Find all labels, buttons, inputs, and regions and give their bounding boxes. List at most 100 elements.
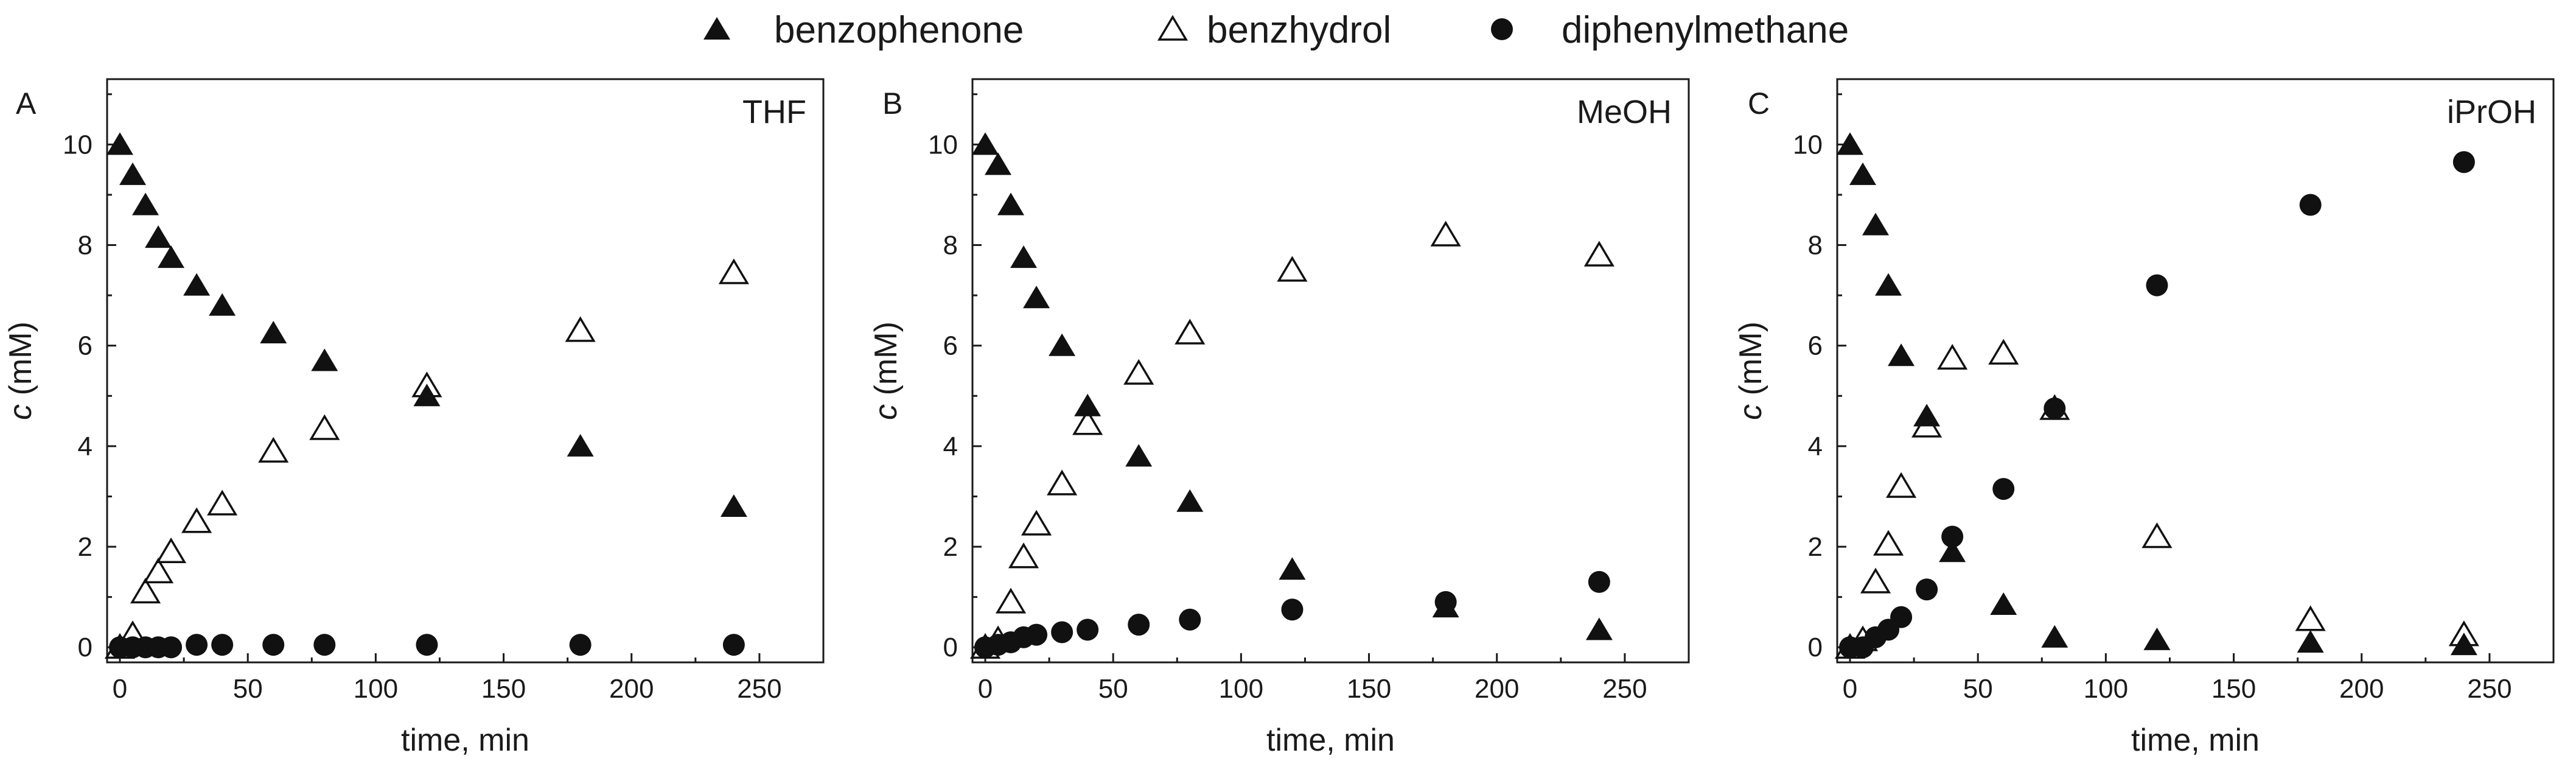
x-tick-label: 200 (1475, 674, 1519, 704)
data-point-benzophenone (158, 245, 185, 268)
data-point-benzophenone (2041, 625, 2068, 648)
y-axis-variable: c (868, 404, 904, 420)
data-point-diphenylmethane (1434, 591, 1457, 613)
x-tick-label: 100 (354, 674, 398, 704)
plot-frame (106, 78, 825, 664)
x-tick-label: 200 (609, 674, 654, 704)
data-point-benzhydrol (2141, 522, 2173, 549)
data-point-benzhydrol (1123, 359, 1154, 385)
data-point-benzophenone (1990, 592, 2017, 615)
data-point-benzophenone (260, 321, 287, 344)
series-benzophenone (106, 132, 747, 517)
data-point-diphenylmethane (160, 636, 183, 659)
data-point-benzhydrol (1021, 510, 1052, 536)
y-tick-label: 8 (943, 231, 958, 261)
data-point-benzhydrol (2295, 605, 2326, 631)
legend-item-benzhydrol: benzhydrol (1157, 9, 1391, 51)
data-point-benzhydrol (1277, 256, 1308, 282)
data-point-diphenylmethane (211, 634, 234, 656)
y-axis-unit: (mM) (3, 321, 38, 404)
data-point-benzophenone (1279, 557, 1306, 580)
y-tick-label: 10 (928, 130, 958, 160)
data-point-diphenylmethane (1128, 614, 1150, 636)
y-axis-variable: c (1733, 404, 1768, 420)
y-tick-label: 2 (1808, 532, 1823, 562)
data-point-diphenylmethane (1179, 608, 1201, 631)
x-axis-label: time, min (401, 723, 529, 758)
y-axis-unit: (mM) (1733, 321, 1768, 404)
y-tick-label: 0 (943, 633, 958, 662)
x-tick-label: 150 (481, 674, 526, 704)
x-tick-label: 100 (1219, 674, 1263, 704)
data-point-benzhydrol (1937, 343, 1968, 370)
data-point-diphenylmethane (1890, 606, 1913, 628)
data-point-benzophenone (1049, 333, 1076, 356)
data-point-benzhydrol (1583, 240, 1614, 267)
series-benzophenone (1837, 132, 2477, 656)
data-point-benzophenone (119, 162, 147, 185)
x-tick-label: 100 (2084, 674, 2128, 704)
data-point-benzophenone (2450, 633, 2477, 656)
data-point-diphenylmethane (2146, 274, 2168, 296)
data-point-diphenylmethane (1588, 570, 1610, 593)
x-tick-label: 150 (2211, 674, 2256, 704)
x-tick-label: 50 (1098, 674, 1128, 704)
data-point-benzophenone (1888, 343, 1915, 366)
y-tick-label: 6 (78, 331, 92, 361)
data-point-benzophenone (1010, 245, 1038, 268)
data-point-benzhydrol (718, 258, 749, 284)
data-point-benzophenone (997, 192, 1025, 216)
x-tick-label: 50 (1963, 674, 1993, 704)
data-point-benzophenone (972, 132, 999, 155)
x-tick-label: 150 (1347, 674, 1391, 704)
data-point-diphenylmethane (262, 634, 285, 656)
x-tick-label: 50 (233, 674, 263, 704)
data-point-benzophenone (145, 225, 172, 248)
data-point-diphenylmethane (2299, 194, 2322, 216)
plot-frame (971, 78, 1690, 664)
series-benzhydrol (104, 258, 749, 659)
data-point-benzhydrol (411, 371, 442, 398)
x-tick-label: 250 (2467, 674, 2511, 704)
data-point-benzhydrol (1430, 220, 1461, 247)
data-point-benzhydrol (1072, 409, 1103, 435)
data-point-diphenylmethane (2452, 151, 2475, 174)
y-tick-label: 4 (943, 432, 958, 461)
data-point-benzophenone (1939, 539, 1966, 563)
y-tick-label: 8 (78, 231, 92, 261)
x-tick-label: 0 (113, 674, 127, 704)
data-point-benzophenone (209, 293, 236, 316)
data-point-benzhydrol (1988, 338, 2019, 365)
data-point-diphenylmethane (1281, 598, 1304, 621)
legend-label: diphenylmethane (1562, 9, 1849, 51)
data-point-benzophenone (1837, 132, 1864, 155)
data-point-benzhydrol (565, 316, 596, 342)
panel-b: B MeOH 0 50 100 150 200 250 0 2 4 6 8 10 time, min c (m… (868, 78, 1690, 758)
data-point-diphenylmethane (313, 634, 336, 656)
x-tick-label: 250 (1602, 674, 1647, 704)
data-point-benzophenone (720, 494, 747, 517)
plot-frame (1836, 78, 2555, 664)
y-axis-label: c (mM) (3, 321, 38, 420)
data-point-benzhydrol (1886, 472, 1917, 498)
x-tick-label: 250 (737, 674, 781, 704)
data-point-benzophenone (1176, 489, 1204, 512)
series-diphenylmethane (974, 570, 1610, 659)
data-point-benzophenone (567, 433, 594, 457)
data-point-benzophenone (1023, 286, 1050, 309)
data-point-benzophenone (106, 132, 134, 155)
y-tick-label: 6 (943, 331, 958, 361)
legend-marker-benzophenone (703, 17, 730, 40)
series-benzophenone (972, 132, 1613, 640)
y-axis-label: c (mM) (868, 321, 904, 420)
data-point-benzophenone (985, 152, 1012, 175)
legend-label: benzophenone (774, 9, 1024, 51)
data-point-diphenylmethane (416, 634, 438, 656)
panel-letter: A (16, 86, 37, 121)
data-point-benzophenone (1125, 444, 1153, 467)
solvent-label: MeOH (1577, 94, 1672, 130)
data-point-benzhydrol (1008, 542, 1039, 569)
